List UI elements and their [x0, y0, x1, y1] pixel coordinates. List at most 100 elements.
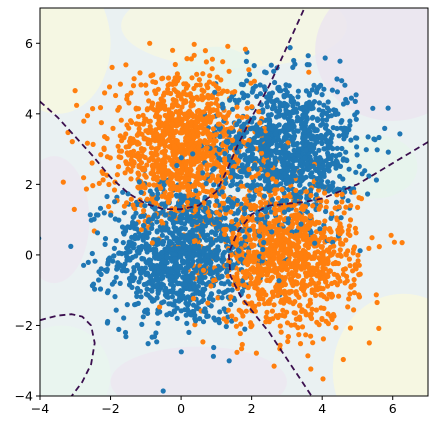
point-series-0: [121, 231, 127, 237]
point-series-0: [126, 275, 133, 282]
point-series-0: [200, 286, 206, 292]
point-series-0: [272, 79, 278, 86]
point-series-1: [296, 332, 302, 338]
point-series-0: [295, 146, 301, 152]
point-series-0: [102, 241, 108, 247]
point-series-0: [273, 131, 279, 137]
point-series-1: [355, 204, 361, 210]
point-series-1: [273, 179, 279, 185]
point-series-0: [136, 279, 142, 285]
point-series-0: [201, 308, 207, 314]
point-series-1: [352, 225, 358, 231]
point-series-0: [238, 168, 244, 175]
point-series-0: [169, 246, 175, 252]
point-series-0: [344, 100, 350, 106]
point-series-1: [147, 123, 153, 130]
point-series-1: [253, 187, 259, 193]
point-series-0: [285, 168, 291, 174]
point-series-0: [274, 149, 280, 155]
point-series-0: [306, 99, 312, 105]
point-series-1: [346, 256, 352, 262]
point-series-1: [234, 349, 240, 355]
point-series-1: [229, 219, 235, 225]
point-series-1: [331, 249, 337, 255]
point-series-0: [268, 62, 274, 68]
point-series-0: [122, 225, 128, 231]
point-series-1: [191, 41, 197, 47]
point-series-0: [370, 105, 376, 111]
point-series-0: [354, 152, 360, 158]
point-series-0: [169, 294, 175, 300]
point-series-0: [150, 216, 156, 222]
point-series-0: [354, 109, 360, 115]
point-series-1: [172, 145, 179, 151]
point-series-1: [330, 311, 336, 318]
point-series-1: [167, 157, 173, 163]
point-series-0: [134, 226, 140, 232]
point-series-1: [295, 215, 301, 221]
point-series-0: [294, 140, 300, 147]
point-series-0: [328, 183, 334, 189]
point-series-1: [316, 206, 322, 212]
point-series-0: [269, 197, 275, 203]
point-series-1: [245, 285, 251, 291]
point-series-0: [276, 84, 282, 90]
point-series-1: [297, 316, 303, 322]
point-series-1: [234, 113, 241, 119]
point-series-1: [114, 172, 120, 178]
point-series-0: [217, 134, 223, 140]
point-series-1: [322, 225, 328, 232]
point-series-1: [250, 304, 256, 310]
point-series-1: [135, 106, 142, 112]
y-tick-label: 2: [25, 177, 33, 192]
point-series-0: [282, 153, 288, 160]
point-series-0: [171, 308, 177, 314]
point-series-0: [281, 209, 288, 215]
point-series-1: [69, 139, 75, 145]
point-series-1: [295, 258, 301, 264]
point-series-0: [105, 256, 111, 263]
point-series-0: [130, 245, 137, 251]
point-series-1: [236, 307, 242, 313]
point-series-1: [204, 115, 210, 121]
point-series-0: [174, 238, 180, 244]
point-series-1: [279, 263, 285, 269]
point-series-1: [190, 295, 197, 302]
point-series-0: [174, 162, 180, 169]
point-series-0: [97, 286, 104, 292]
point-series-1: [316, 220, 322, 226]
contour-band-5: [110, 346, 287, 396]
point-series-1: [284, 247, 290, 253]
point-series-0: [211, 166, 217, 172]
point-series-0: [257, 175, 263, 181]
point-series-0: [105, 261, 111, 267]
point-series-0: [257, 91, 264, 97]
point-series-1: [251, 78, 257, 84]
point-series-1: [353, 230, 359, 236]
x-tick-label: 0: [177, 401, 185, 416]
point-series-0: [216, 316, 222, 322]
point-series-0: [298, 221, 304, 227]
point-series-0: [111, 253, 117, 259]
point-series-0: [167, 310, 173, 316]
point-series-1: [198, 122, 204, 129]
point-series-1: [351, 189, 357, 195]
point-series-0: [299, 140, 305, 146]
point-series-1: [281, 217, 287, 223]
point-series-1: [223, 227, 229, 233]
point-series-1: [131, 148, 137, 154]
point-series-0: [142, 307, 148, 314]
point-series-0: [165, 273, 171, 279]
point-series-1: [270, 242, 276, 248]
point-series-0: [317, 226, 323, 232]
point-series-0: [210, 353, 216, 359]
y-tick-label: −4: [15, 389, 33, 404]
point-series-0: [155, 237, 161, 243]
point-series-1: [220, 59, 226, 65]
point-series-1: [290, 221, 296, 227]
point-series-1: [246, 271, 252, 277]
point-series-1: [141, 208, 147, 214]
point-series-1: [188, 147, 194, 153]
point-series-0: [339, 145, 345, 152]
point-series-0: [321, 102, 327, 108]
